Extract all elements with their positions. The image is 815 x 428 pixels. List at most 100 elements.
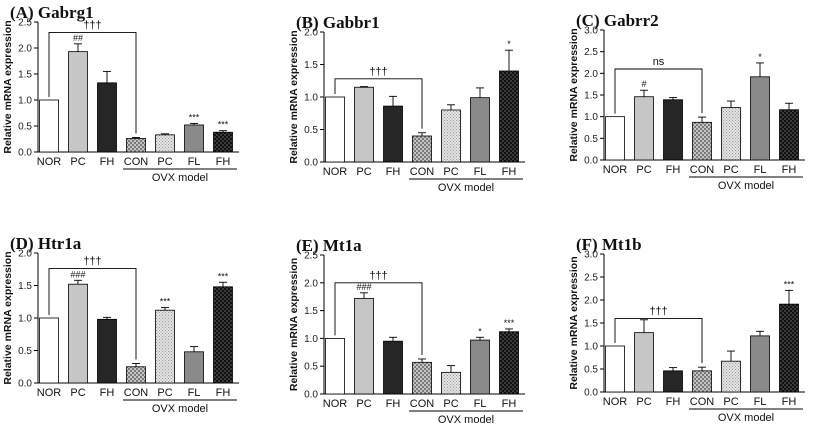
bar-pc bbox=[721, 360, 741, 393]
bar-fh bbox=[499, 70, 519, 163]
x-tick-label: FL bbox=[754, 164, 767, 176]
bar-con bbox=[126, 366, 146, 384]
bar-fl bbox=[470, 339, 490, 395]
bar-con bbox=[412, 135, 432, 163]
significance-label: *** bbox=[218, 271, 229, 281]
bracket-label: ns bbox=[653, 56, 665, 68]
bar-pc bbox=[155, 134, 175, 153]
x-tick-label: FH bbox=[782, 396, 797, 408]
x-tick-label: FH bbox=[216, 387, 231, 399]
bar-fh bbox=[779, 109, 799, 161]
x-tick-label: FH bbox=[386, 166, 401, 178]
x-tick-label: FL bbox=[474, 166, 487, 178]
bar-pc bbox=[68, 283, 88, 384]
y-tick-label: 2.0 bbox=[18, 44, 32, 55]
chart-panel-mt1b: (F) Mt1b Relative mRNA expression 0.0 0.5 1.… bbox=[568, 235, 805, 424]
y-tick-label: 0.5 bbox=[584, 134, 598, 145]
bar-nor bbox=[605, 116, 625, 161]
y-tick-label: 0.5 bbox=[584, 365, 598, 376]
y-tick-label: 1.0 bbox=[18, 314, 32, 325]
significance-label: ### bbox=[70, 269, 85, 279]
x-tick-label: PC bbox=[443, 166, 458, 178]
bar-pc bbox=[68, 51, 88, 153]
y-tick-label: 1.5 bbox=[304, 60, 318, 71]
y-tick-label: 0.5 bbox=[18, 122, 32, 133]
y-axis-label: Relative mRNA expression bbox=[2, 20, 14, 153]
y-tick-label: 1.5 bbox=[584, 319, 598, 330]
bar-nor bbox=[39, 317, 59, 384]
x-tick-label: CON bbox=[690, 396, 715, 408]
bar-fh bbox=[97, 318, 117, 384]
comparison-bracket bbox=[334, 78, 423, 129]
bar-fh bbox=[383, 340, 403, 395]
y-tick-label: 2.0 bbox=[304, 28, 318, 39]
significance-label: *** bbox=[784, 279, 795, 289]
x-tick-label: FH bbox=[502, 398, 517, 410]
x-tick-label: PC bbox=[70, 156, 85, 168]
significance-label: * bbox=[507, 39, 511, 49]
panel-label: (A) Gabrg1 bbox=[10, 3, 94, 22]
comparison-bracket bbox=[614, 68, 703, 114]
x-tick-label: PC bbox=[356, 398, 371, 410]
significance-label: * bbox=[478, 326, 482, 336]
x-tick-label: NOR bbox=[323, 166, 348, 178]
x-tick-label: NOR bbox=[603, 164, 628, 176]
comparison-bracket bbox=[48, 268, 137, 360]
bar-con bbox=[692, 370, 712, 393]
y-tick-label: 2.0 bbox=[584, 69, 598, 80]
bracket-label: ††† bbox=[649, 305, 667, 317]
x-tick-label: CON bbox=[690, 164, 715, 176]
x-tick-label: PC bbox=[356, 166, 371, 178]
panel-label: (D) Htr1a bbox=[10, 234, 82, 253]
y-tick-label: 1.5 bbox=[584, 91, 598, 102]
y-tick-label: 1.0 bbox=[304, 93, 318, 104]
group-label: OVX model bbox=[152, 403, 208, 415]
bar-fh bbox=[213, 286, 233, 384]
y-axis-label: Relative mRNA expression bbox=[568, 256, 580, 389]
y-axis-label: Relative mRNA expression bbox=[288, 30, 300, 163]
bar-fh bbox=[663, 370, 683, 393]
y-tick-label: 2.5 bbox=[584, 47, 598, 58]
bar-pc bbox=[155, 309, 175, 384]
x-tick-label: PC bbox=[157, 387, 172, 399]
bar-nor bbox=[605, 345, 625, 393]
x-tick-label: PC bbox=[157, 156, 172, 168]
bar-fl bbox=[750, 76, 770, 161]
comparison-bracket bbox=[614, 317, 703, 364]
bar-fl bbox=[184, 351, 204, 384]
x-tick-label: FH bbox=[666, 164, 681, 176]
x-tick-label: FH bbox=[100, 156, 115, 168]
y-tick-label: 2.0 bbox=[18, 249, 32, 260]
panel-label: (C) Gabrr2 bbox=[576, 11, 659, 30]
y-tick-label: 1.5 bbox=[18, 70, 32, 81]
bar-fh bbox=[779, 303, 799, 393]
bar-pc bbox=[354, 86, 374, 163]
bar-pc bbox=[634, 332, 654, 393]
y-tick-label: 0.0 bbox=[304, 158, 318, 169]
panel-label: (B) Gabbr1 bbox=[296, 13, 380, 32]
panel-label: (F) Mt1b bbox=[576, 235, 642, 254]
y-tick-label: 0.5 bbox=[18, 346, 32, 357]
x-tick-label: CON bbox=[410, 398, 435, 410]
panel-label: (E) Mt1a bbox=[296, 236, 362, 255]
group-label: OVX model bbox=[152, 172, 208, 184]
y-tick-label: 0.5 bbox=[304, 125, 318, 136]
bracket-label: ††† bbox=[369, 270, 387, 282]
x-tick-label: CON bbox=[124, 387, 149, 399]
group-label: OVX model bbox=[718, 180, 774, 192]
x-tick-label: PC bbox=[443, 398, 458, 410]
y-tick-label: 2.0 bbox=[304, 278, 318, 289]
bar-fh bbox=[97, 82, 117, 153]
bar-fh bbox=[663, 99, 683, 161]
y-tick-label: 0.5 bbox=[304, 362, 318, 373]
x-tick-label: FH bbox=[100, 387, 115, 399]
x-tick-label: CON bbox=[410, 166, 435, 178]
y-tick-label: 0.0 bbox=[18, 379, 32, 390]
bar-fh bbox=[499, 331, 519, 395]
group-label: OVX model bbox=[438, 414, 494, 426]
group-label: OVX model bbox=[438, 182, 494, 194]
